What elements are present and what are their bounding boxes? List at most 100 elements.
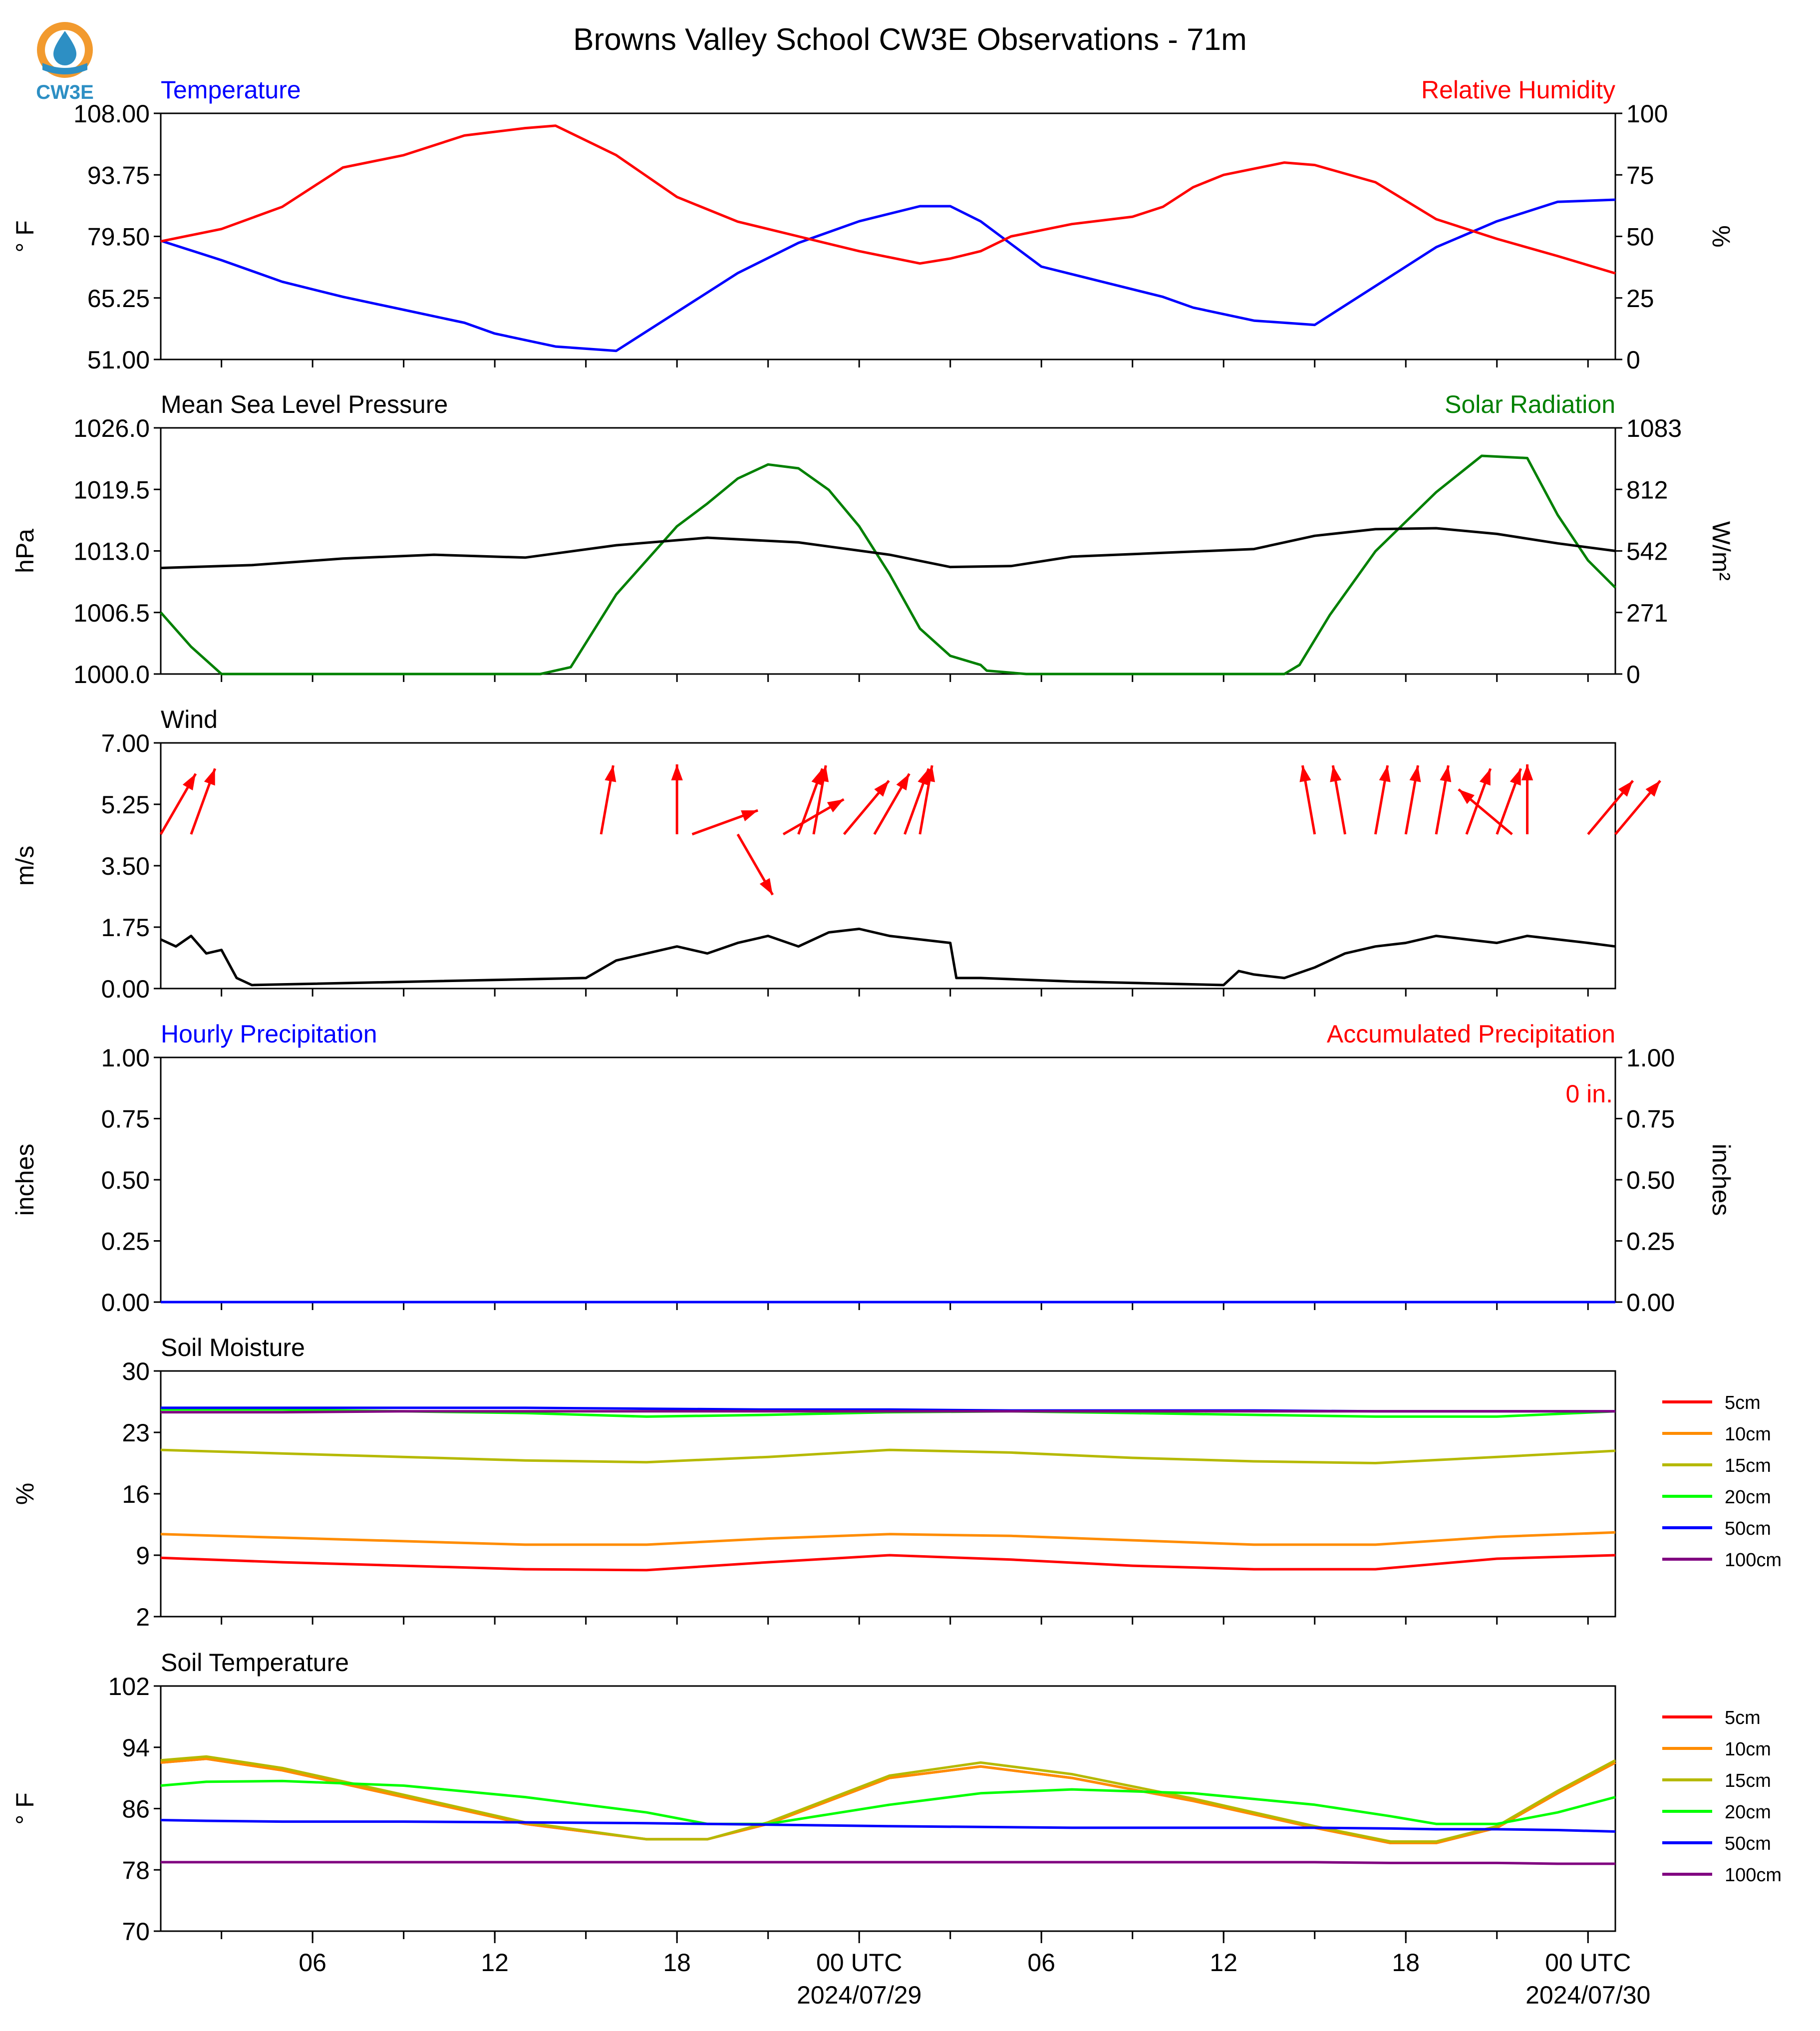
soil-temperature-line-100cm [161,1862,1615,1864]
x-tick-label: 06 [299,1949,326,1977]
logo-text: CW3E [36,81,94,103]
y-tick-label-soil_temperature: 70 [122,1918,150,1946]
panel-title-pressure: Mean Sea Level Pressure [161,390,448,418]
wind-arrow-head [897,774,910,790]
y-tick-label-precip: 1.00 [101,1044,150,1072]
wind-arrow-head [1510,768,1521,785]
y2-tick-label-pressure: 1083 [1626,414,1682,442]
y2-tick-label-temperature: 25 [1626,285,1654,313]
wind-arrow-head [183,774,196,790]
y-tick-label-pressure: 1013.0 [73,538,150,566]
y-tick-label-pressure: 1019.5 [73,476,150,504]
x-date-label: 2024/07/29 [797,1981,921,2009]
chart-title: Browns Valley School CW3E Observations -… [573,22,1247,57]
wind-arrow-head [1299,765,1311,782]
logo-icon: CW3E [27,19,102,104]
x-tick-label: 06 [1027,1949,1055,1977]
plot-frame-precip [161,1057,1615,1302]
y2-tick-label-pressure: 271 [1626,599,1668,627]
y-tick-label-temperature: 93.75 [87,161,150,189]
y-tick-label-pressure: 1006.5 [73,599,150,627]
y-axis-label-precip: inches [11,1144,39,1216]
y2-axis-label-temperature: % [1707,225,1735,247]
panel-right-title-temperature: Relative Humidity [1421,76,1615,104]
y-tick-label-soil_temperature: 94 [122,1734,150,1762]
y-tick-label-wind: 7.00 [101,729,150,757]
y2-tick-label-pressure: 0 [1626,661,1640,688]
y-tick-label-wind: 1.75 [101,914,150,942]
y-tick-label-temperature: 108.00 [73,100,150,128]
y2-tick-label-temperature: 50 [1626,223,1654,251]
legend-label: 50cm [1725,1833,1771,1854]
legend-label: 10cm [1725,1424,1771,1445]
wind-arrow-head [605,765,616,782]
y-tick-label-soil_moisture: 2 [136,1603,150,1631]
wind-arrow-head [204,768,215,785]
soil-moisture-line-10cm [161,1532,1615,1545]
wind-arrow-head [1330,765,1341,782]
y-tick-label-pressure: 1000.0 [73,661,150,688]
soil-moisture-line-100cm [161,1411,1615,1412]
solar-radiation-line [161,456,1615,674]
wind-arrow-head [1440,765,1451,782]
legend-label: 20cm [1725,1487,1771,1508]
panel-right-title-precip: Accumulated Precipitation [1327,1020,1615,1048]
legend-label: 100cm [1725,1865,1782,1886]
x-tick-label: 12 [481,1949,509,1977]
legend-label: 5cm [1725,1392,1761,1413]
y-tick-label-wind: 3.50 [101,852,150,880]
precip-total-annotation: 0 in. [1565,1080,1613,1108]
plot-frame-soil_temperature [161,1686,1615,1931]
x-tick-label: 18 [1392,1949,1420,1977]
y-tick-label-precip: 0.75 [101,1105,150,1133]
wind-arrow-head [741,810,758,821]
x-tick-label: 00 UTC [1545,1949,1631,1977]
panel-title-wind: Wind [161,705,218,733]
y-tick-label-precip: 0.00 [101,1289,150,1317]
plot-frame-pressure [161,428,1615,674]
wind-arrow-head [760,878,773,895]
y-tick-label-temperature: 79.50 [87,223,150,251]
humidity-line [161,126,1615,274]
y2-tick-label-temperature: 75 [1626,161,1654,189]
temperature-line [161,200,1615,351]
y-tick-label-soil_moisture: 16 [122,1480,150,1508]
panel-title-precip: Hourly Precipitation [161,1020,377,1048]
y2-tick-label-precip: 0.50 [1626,1166,1675,1194]
legend-label: 10cm [1725,1739,1771,1760]
y2-tick-label-precip: 1.00 [1626,1044,1675,1072]
soil-temperature-line-20cm [161,1781,1615,1824]
wind-arrow-head [1410,765,1421,782]
soil-moisture-line-5cm [161,1555,1615,1570]
y2-tick-label-pressure: 542 [1626,538,1668,566]
wind-arrow-head [1480,768,1491,785]
soil-moisture-line-15cm [161,1450,1615,1463]
panel-title-soil_temperature: Soil Temperature [161,1649,349,1677]
y2-tick-label-temperature: 0 [1626,346,1640,374]
y2-tick-label-pressure: 812 [1626,476,1668,504]
y-tick-label-wind: 0.00 [101,975,150,1003]
soil-temperature-line-10cm [161,1759,1615,1843]
legend-label: 20cm [1725,1802,1771,1823]
y2-tick-label-precip: 0.00 [1626,1289,1675,1317]
y-axis-label-soil_moisture: % [11,1483,39,1505]
y2-tick-label-precip: 0.25 [1626,1228,1675,1256]
y-tick-label-soil_moisture: 23 [122,1419,150,1447]
plot-frame-temperature [161,113,1615,359]
y-axis-label-temperature: ° F [11,220,39,252]
y2-axis-label-precip: inches [1707,1144,1735,1216]
y-tick-label-soil_temperature: 78 [122,1856,150,1884]
soil-temperature-line-50cm [161,1820,1615,1832]
panel-title-soil_moisture: Soil Moisture [161,1334,305,1361]
y-tick-label-pressure: 1026.0 [73,414,150,442]
y-tick-label-soil_temperature: 86 [122,1795,150,1823]
legend-label: 15cm [1725,1455,1771,1476]
wind-arrow-head [1521,764,1533,780]
x-date-label: 2024/07/30 [1525,1981,1650,2009]
wind-speed-line [161,929,1615,986]
legend-label: 5cm [1725,1707,1761,1728]
y-axis-label-wind: m/s [11,846,39,886]
legend-label: 50cm [1725,1518,1771,1539]
